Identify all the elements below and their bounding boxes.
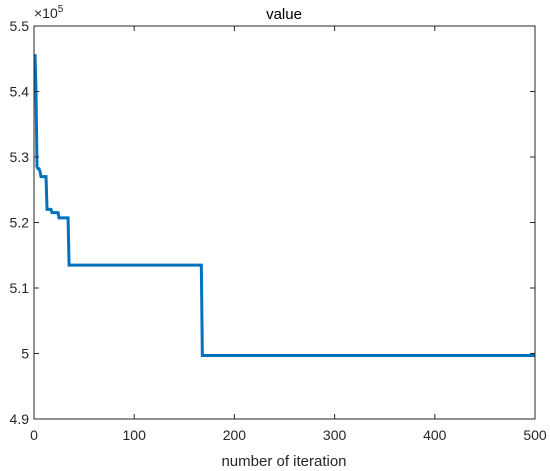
x-tick-label: 400 bbox=[423, 427, 447, 443]
y-multiplier-label: ×105 bbox=[34, 4, 64, 21]
y-tick-label: 5.2 bbox=[10, 215, 30, 231]
y-multiplier-base: ×10 bbox=[34, 5, 58, 21]
x-tick-label: 300 bbox=[323, 427, 347, 443]
y-tick-label: 5 bbox=[21, 346, 29, 362]
x-tick-label: 200 bbox=[223, 427, 247, 443]
x-tick-label: 500 bbox=[523, 427, 547, 443]
series-group bbox=[33, 54, 535, 357]
x-axis-title: number of iteration bbox=[221, 453, 346, 470]
y-tick-label: 5.3 bbox=[10, 149, 30, 165]
x-axis: 0 100 200 300 400 500 bbox=[30, 26, 547, 443]
x-tick-label: 100 bbox=[123, 427, 147, 443]
x-tick-label: 0 bbox=[30, 427, 38, 443]
plot-area bbox=[34, 26, 535, 419]
y-tick-label: 5.4 bbox=[10, 84, 30, 100]
y-tick-label: 5.1 bbox=[10, 280, 30, 296]
series-line bbox=[33, 54, 535, 357]
y-tick-label: 5.5 bbox=[10, 18, 30, 34]
y-multiplier-exponent: 5 bbox=[58, 4, 64, 15]
chart-title: value bbox=[266, 6, 302, 23]
y-tick-label: 4.9 bbox=[10, 411, 30, 427]
y-axis: 4.9 5 5.1 5.2 5.3 5.4 5.5 bbox=[10, 18, 535, 427]
